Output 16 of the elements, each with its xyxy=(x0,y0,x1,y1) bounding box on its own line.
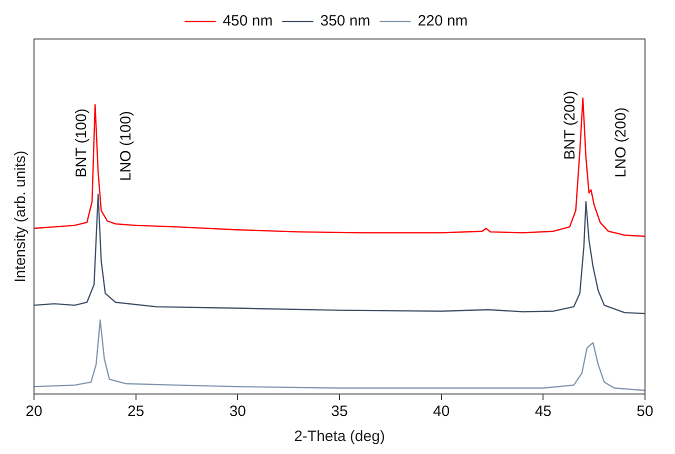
x-tick-label: 30 xyxy=(229,403,246,420)
annotation: BNT (200) xyxy=(562,90,579,160)
y-axis-title: Intensity (arb. units) xyxy=(12,150,30,282)
annotation: LNO (100) xyxy=(117,110,134,181)
x-tick-label: 45 xyxy=(534,403,552,420)
x-tick-label: 25 xyxy=(127,403,144,420)
x-tick-label: 20 xyxy=(26,403,42,420)
x-tick-label: 35 xyxy=(331,403,348,420)
legend-label: 220 nm xyxy=(418,12,468,30)
x-axis-title: 2-Theta (deg) xyxy=(294,428,385,446)
legend-label: 350 nm xyxy=(320,12,370,30)
x-tick-label: 40 xyxy=(432,403,450,420)
annotation: BNT (100) xyxy=(72,108,90,178)
annotation: LNO (200) xyxy=(612,107,630,178)
legend-label: 450 nm xyxy=(222,12,273,30)
x-tick-label: 50 xyxy=(636,403,654,420)
